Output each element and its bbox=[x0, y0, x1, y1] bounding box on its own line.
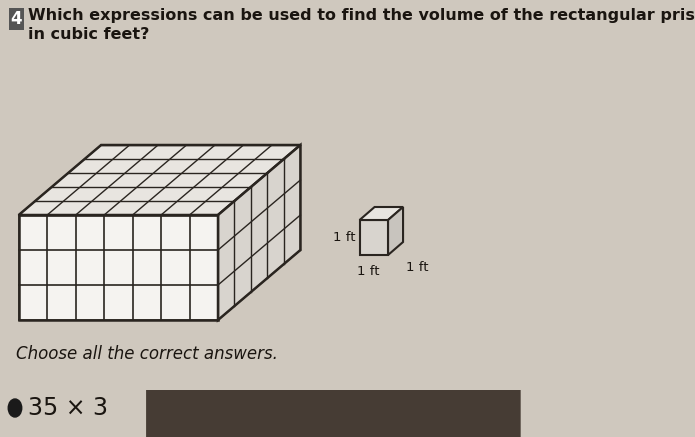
FancyBboxPatch shape bbox=[146, 390, 521, 437]
Text: 1 ft: 1 ft bbox=[333, 231, 355, 244]
Polygon shape bbox=[19, 145, 300, 215]
Polygon shape bbox=[19, 215, 218, 320]
Text: 35 × 3: 35 × 3 bbox=[28, 396, 108, 420]
Text: in cubic feet?: in cubic feet? bbox=[28, 27, 150, 42]
Text: 1 ft: 1 ft bbox=[357, 265, 379, 278]
Text: 1 ft: 1 ft bbox=[406, 261, 429, 274]
Polygon shape bbox=[359, 207, 403, 220]
Polygon shape bbox=[218, 145, 300, 320]
Polygon shape bbox=[388, 207, 403, 255]
Text: Choose all the correct answers.: Choose all the correct answers. bbox=[17, 345, 279, 363]
Text: Which expressions can be used to find the volume of the rectangular prism: Which expressions can be used to find th… bbox=[28, 8, 695, 23]
Polygon shape bbox=[359, 220, 388, 255]
Text: 4: 4 bbox=[10, 10, 22, 28]
Circle shape bbox=[8, 399, 22, 417]
